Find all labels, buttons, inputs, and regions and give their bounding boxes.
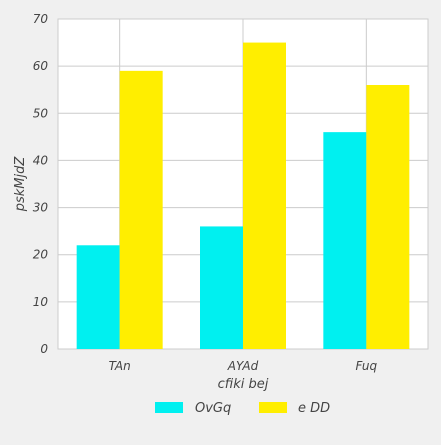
y-tick-label: 70 [33, 12, 49, 26]
x-axis-label: cfiki bej [218, 377, 269, 392]
y-axis-label: pskMjdZ [13, 156, 28, 213]
y-tick-label: 40 [33, 153, 49, 167]
y-tick-label: 50 [33, 106, 49, 120]
legend-swatch [155, 402, 183, 413]
legend-label: e DD [298, 401, 330, 416]
legend: OvGq e DD [155, 401, 330, 416]
y-tick-label: 0 [40, 342, 48, 356]
bars [76, 42, 410, 349]
y-tick-label: 60 [33, 59, 49, 73]
bar-1-AYAd [200, 226, 243, 349]
y-tick-labels: 0 10 20 30 40 50 60 70 [33, 12, 49, 356]
bar-2-TAn [119, 70, 163, 349]
legend-swatch [259, 402, 287, 413]
x-tick-labels: TAn AYAd Fuq [109, 359, 378, 373]
x-tick-label: AYAd [227, 359, 259, 373]
bar-2-Fuq [366, 85, 410, 349]
bar-2-AYAd [243, 42, 286, 349]
legend-label: OvGq [195, 401, 231, 416]
bar-1-TAn [76, 245, 120, 349]
x-tick-label: Fuq [356, 359, 378, 373]
y-tick-label: 30 [33, 201, 49, 215]
bar-1-Fuq [323, 132, 367, 349]
x-tick-label: TAn [109, 359, 131, 373]
y-tick-label: 20 [33, 248, 49, 262]
y-tick-label: 10 [33, 295, 49, 309]
